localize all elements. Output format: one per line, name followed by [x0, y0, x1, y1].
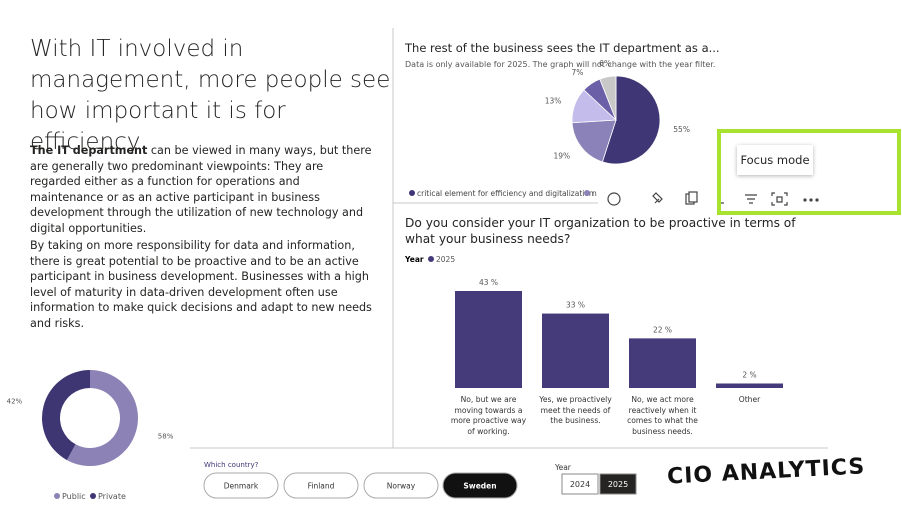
- slicer-button[interactable]: Norway: [363, 472, 439, 499]
- pie-slice: [571, 119, 617, 163]
- logo: CIO ANALYTICS: [667, 454, 866, 489]
- data-label: 55%: [673, 125, 690, 134]
- slicer-pill: [442, 472, 518, 499]
- legend-label: Private: [98, 492, 126, 501]
- chart-title: The rest of the business sees the IT dep…: [405, 41, 720, 55]
- year-box: [599, 473, 637, 495]
- chart-subtitle: Data is only available for 2025. The gra…: [405, 60, 716, 69]
- legend-title: Year: [404, 255, 424, 264]
- legend-swatch: [584, 190, 590, 196]
- legend-label: critical element for efficiency and digi…: [417, 189, 594, 198]
- data-label: 33 %: [566, 301, 585, 310]
- x-tick-label: Other: [738, 395, 761, 404]
- year-box: [561, 473, 599, 495]
- focus-highlight: [717, 129, 901, 215]
- data-label: 2 %: [742, 370, 756, 379]
- slicer-option: Norway: [387, 482, 416, 491]
- slicer-title: Year: [554, 463, 572, 472]
- intro-bold: The IT department: [30, 144, 148, 157]
- slicer-option: Sweden: [463, 482, 496, 491]
- bar: [455, 291, 522, 388]
- slicer-button[interactable]: Sweden: [442, 472, 518, 499]
- intro-text: can be viewed in many ways, but there ar…: [30, 144, 372, 235]
- legend-swatch: [428, 256, 434, 262]
- year-button[interactable]: 2024: [561, 473, 599, 495]
- bar: [542, 313, 609, 388]
- chart-title: Do you consider your IT organization to …: [405, 216, 796, 246]
- data-label: 22 %: [653, 325, 672, 334]
- bar: [629, 338, 696, 388]
- data-label: 19%: [553, 152, 570, 161]
- data-label: 43 %: [479, 278, 498, 287]
- paragraph: By taking on more responsibility for dat…: [30, 239, 372, 330]
- donut-slice: [66, 370, 138, 466]
- slicer-pill: [203, 472, 279, 499]
- data-label: 6%: [599, 59, 611, 68]
- legend-label: 2025: [436, 255, 455, 264]
- data-label: 13%: [545, 96, 562, 105]
- slicer-title: Which country?: [204, 461, 259, 469]
- slicer-button[interactable]: Denmark: [203, 472, 279, 499]
- legend-swatch: [409, 190, 415, 196]
- legend-label: n: [592, 189, 597, 198]
- donut-slice: [41, 370, 90, 461]
- year-option: 2024: [570, 480, 590, 489]
- legend-label: Public: [62, 492, 86, 501]
- slicer-button[interactable]: Finland: [283, 472, 359, 499]
- x-tick-label: No, but we are moving towards a more pro…: [450, 395, 527, 436]
- visual-toolbar[interactable]: [598, 188, 819, 210]
- legend-swatch: [54, 493, 60, 499]
- data-label: 42%: [7, 398, 23, 406]
- pie-slice: [599, 75, 617, 121]
- data-label: 7%: [571, 68, 583, 77]
- x-tick-label: Yes, we proactively meet the needs of th…: [539, 395, 612, 425]
- paragraph: The IT department can be viewed in many …: [30, 143, 375, 237]
- year-option: 2025: [608, 480, 628, 489]
- slicer-pill: [283, 472, 359, 499]
- pie-slice: [601, 75, 661, 165]
- slicer-option: Finland: [308, 482, 335, 491]
- data-label: 58%: [158, 432, 174, 440]
- bar: [716, 383, 783, 388]
- slicer-pill: [363, 472, 439, 499]
- legend-swatch: [90, 493, 96, 499]
- slicer-option: Denmark: [224, 482, 259, 491]
- tooltip: Focus mode: [737, 145, 813, 175]
- heading: With IT involved in management, more peo…: [30, 36, 391, 155]
- x-tick-label: No, we act more reactively when it comes…: [627, 395, 698, 436]
- year-button[interactable]: 2025: [599, 473, 637, 495]
